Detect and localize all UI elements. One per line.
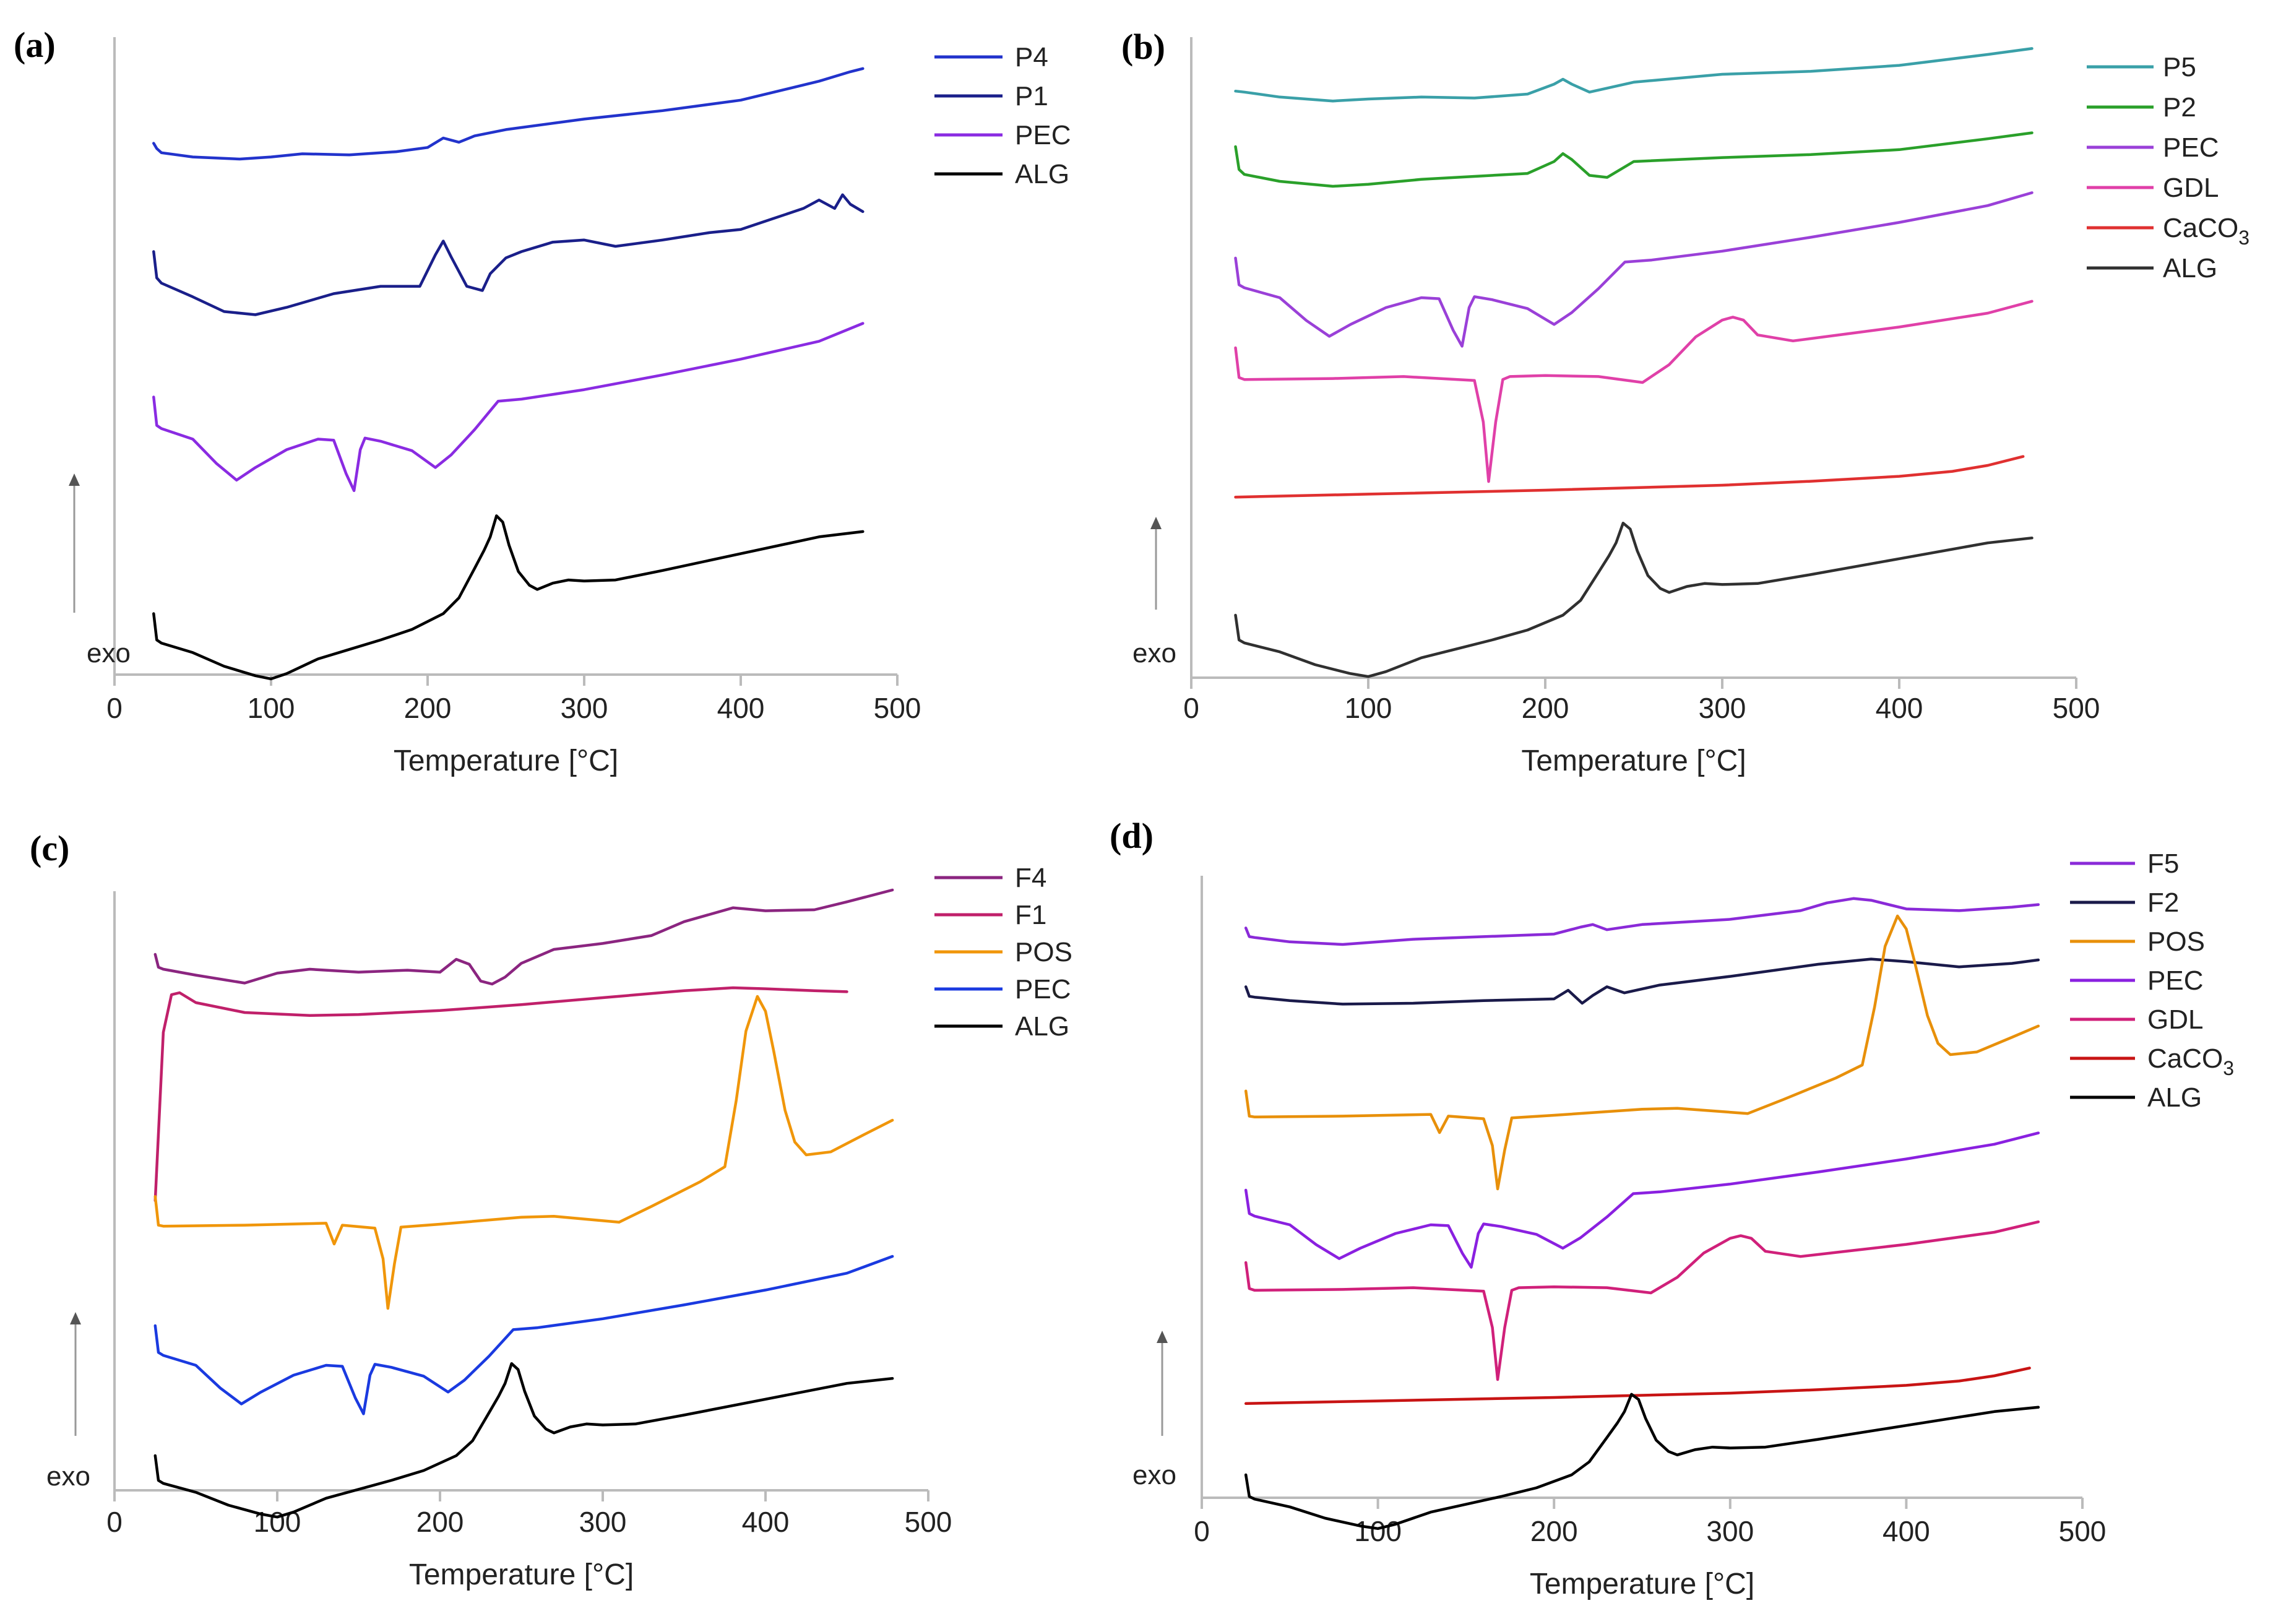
x-tick-label: 400 — [717, 692, 765, 724]
exo-label: exo — [1132, 638, 1176, 668]
x-tick-label: 200 — [404, 692, 452, 724]
panel-letter: (c) — [30, 828, 69, 868]
legend-label: F1 — [1015, 900, 1046, 930]
legend-label: GDL — [2147, 1004, 2203, 1035]
legend-label: P2 — [2163, 92, 2196, 123]
x-tick-label: 100 — [1354, 1515, 1402, 1547]
series-line-f1 — [153, 986, 848, 1203]
series-line-p5 — [1234, 47, 2034, 103]
x-tick-label: 0 — [106, 692, 123, 724]
legend-label: P4 — [1015, 42, 1048, 72]
series-line-f2 — [1244, 957, 2040, 1006]
exo-arrow-head-icon — [1157, 1331, 1168, 1343]
x-tick-label: 500 — [874, 692, 921, 724]
x-tick-label: 300 — [561, 692, 608, 724]
series-line-alg — [153, 1362, 894, 1519]
legend-label: P1 — [1015, 81, 1048, 111]
panel-letter: (b) — [1121, 27, 1165, 67]
exo-label: exo — [46, 1461, 90, 1492]
x-tick-label: 400 — [1876, 692, 1923, 724]
series-line-pec — [1244, 1131, 2040, 1269]
x-tick-label: 0 — [1183, 692, 1199, 724]
series-line-gdl — [1244, 1220, 2040, 1381]
legend-label: F5 — [2147, 849, 2179, 879]
x-tick-label: 100 — [248, 692, 295, 724]
x-tick-label: 300 — [579, 1506, 627, 1538]
series-line-pec — [152, 322, 865, 493]
series-line-caco3 — [1234, 455, 2025, 499]
exo-label: exo — [87, 638, 131, 668]
x-tick-label: 100 — [1345, 692, 1392, 724]
x-tick-label: 500 — [2053, 692, 2100, 724]
legend-label: POS — [1015, 937, 1072, 967]
series-line-alg — [1244, 1393, 2040, 1531]
legend-label: ALG — [2163, 253, 2217, 283]
chart-panel-1: (b) 0 100 200 300 400 500 Temperature [°C] exo P5… — [1121, 27, 2249, 777]
x-tick-label: 500 — [2059, 1515, 2107, 1547]
series-line-p4 — [152, 67, 865, 161]
legend-label: F2 — [2147, 888, 2179, 918]
series-line-pos — [1244, 914, 2040, 1191]
series-line-pec — [1234, 191, 2034, 348]
legend-label: CaCO3 — [2147, 1043, 2234, 1079]
series-line-f4 — [153, 888, 894, 986]
x-axis-title: Temperature [°C] — [1530, 1568, 1754, 1600]
exo-label: exo — [1132, 1460, 1176, 1490]
legend-label: PEC — [2147, 965, 2203, 996]
series-line-alg — [152, 514, 865, 681]
legend-label: POS — [2147, 926, 2205, 957]
x-tick-label: 400 — [1883, 1515, 1930, 1547]
x-tick-label: 300 — [1706, 1515, 1754, 1547]
legend-label: PEC — [1015, 120, 1071, 150]
legend-label: ALG — [2147, 1082, 2202, 1113]
x-tick-label: 400 — [742, 1506, 790, 1538]
series-line-p2 — [1234, 131, 2034, 188]
panel-letter: (a) — [14, 25, 56, 65]
x-axis-title: Temperature [°C] — [409, 1558, 634, 1591]
legend-label: P5 — [2163, 52, 2196, 82]
legend-label: ALG — [1015, 159, 1069, 189]
x-tick-label: 0 — [1194, 1515, 1210, 1547]
legend-label: F4 — [1015, 863, 1046, 893]
chart-panel-0: (a) 0 100 200 300 400 500 Temperature [°C] exo P4… — [14, 25, 1071, 777]
x-tick-label: 300 — [1699, 692, 1746, 724]
legend-label: ALG — [1015, 1011, 1069, 1042]
legend-label: GDL — [2163, 173, 2219, 203]
series-line-caco3 — [1244, 1367, 2031, 1406]
x-tick-label: 200 — [416, 1506, 464, 1538]
exo-arrow-head-icon — [69, 473, 80, 486]
legend-label: PEC — [1015, 974, 1071, 1004]
series-line-pec — [153, 1255, 894, 1415]
legend-label: CaCO3 — [2163, 213, 2249, 249]
series-line-alg — [1234, 521, 2034, 678]
series-line-pos — [153, 995, 894, 1310]
chart-panel-3: (d) 0 100 200 300 400 500 Temperature [°C] exo F5… — [1110, 816, 2234, 1600]
panel-letter: (d) — [1110, 816, 1154, 856]
exo-arrow-head-icon — [1150, 517, 1162, 529]
legend-label: PEC — [2163, 132, 2219, 163]
x-tick-label: 200 — [1522, 692, 1569, 724]
exo-arrow-head-icon — [70, 1312, 81, 1324]
series-line-gdl — [1234, 300, 2034, 483]
x-tick-label: 200 — [1530, 1515, 1578, 1547]
x-tick-label: 500 — [905, 1506, 952, 1538]
x-tick-label: 0 — [106, 1506, 123, 1538]
x-axis-title: Temperature [°C] — [1521, 745, 1746, 777]
x-axis-title: Temperature [°C] — [394, 745, 618, 777]
series-line-p1 — [152, 193, 865, 316]
series-line-f5 — [1244, 897, 2040, 946]
